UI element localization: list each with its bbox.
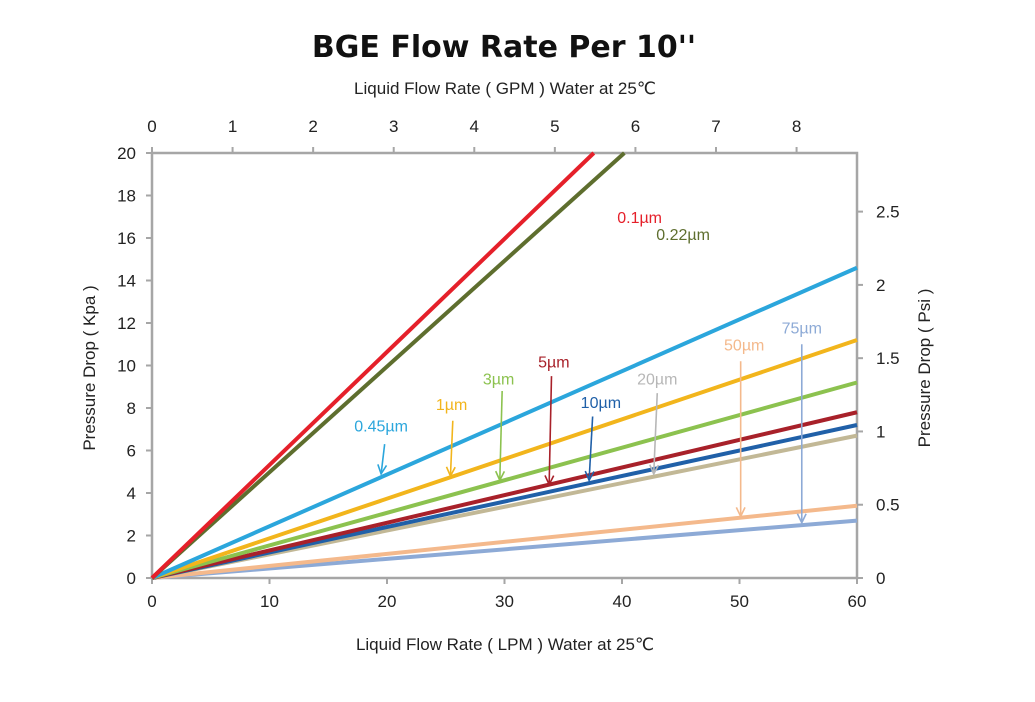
series-lines bbox=[150, 151, 858, 580]
x2-axis-title: Liquid Flow Rate ( GPM ) Water at 25℃ bbox=[354, 79, 656, 98]
y-tick-label: 2 bbox=[127, 527, 136, 546]
arrowhead-3m bbox=[494, 470, 506, 483]
x-tick-label: 30 bbox=[495, 592, 514, 611]
series-line-75m bbox=[151, 518, 858, 580]
x2-tick-label: 4 bbox=[470, 117, 479, 136]
y-tick-label: 20 bbox=[117, 144, 136, 163]
plot-frame bbox=[150, 151, 859, 580]
x2-tick-label: 5 bbox=[550, 117, 559, 136]
y-tick-label: 6 bbox=[127, 442, 136, 461]
arrowhead-10m bbox=[584, 470, 595, 483]
series-label-1m: 1µm bbox=[436, 397, 467, 414]
series-label-3m: 3µm bbox=[483, 372, 514, 389]
arrow-045m bbox=[380, 444, 386, 474]
y2-tick-label: 1 bbox=[876, 422, 885, 441]
series-line-022m bbox=[150, 151, 626, 580]
x2-tick-label: 0 bbox=[147, 117, 156, 136]
y2-axis-title: Pressure Drop ( Psi ) bbox=[915, 289, 934, 448]
series-label-045m: 0.45µm bbox=[354, 418, 408, 435]
arrowhead-75m bbox=[796, 513, 807, 525]
series-label-5m: 5µm bbox=[538, 355, 569, 372]
x-tick-label: 60 bbox=[848, 592, 867, 611]
y2-tick-label: 1.5 bbox=[876, 349, 900, 368]
series-label-01m: 0.1µm bbox=[617, 210, 662, 227]
x2-tick-label: 7 bbox=[711, 117, 720, 136]
y-tick-label: 4 bbox=[127, 484, 136, 503]
series-label-10m: 10µm bbox=[581, 395, 621, 412]
x2-tick-label: 6 bbox=[631, 117, 640, 136]
y2-tick-label: 2 bbox=[876, 276, 885, 295]
series-line-3m bbox=[151, 380, 858, 580]
series-line-045m bbox=[151, 265, 858, 580]
x-tick-label: 20 bbox=[378, 592, 397, 611]
y2-tick-label: 2.5 bbox=[876, 203, 900, 222]
series-label-022m: 0.22µm bbox=[656, 227, 710, 244]
x-axis-title: Liquid Flow Rate ( LPM ) Water at 25℃ bbox=[356, 635, 654, 654]
arrow-10m bbox=[588, 416, 594, 481]
arrow-20m bbox=[652, 393, 659, 474]
x-tick-label: 10 bbox=[260, 592, 279, 611]
series-label-75m: 75µm bbox=[782, 321, 822, 338]
series-line-01m bbox=[150, 151, 596, 580]
x2-tick-label: 8 bbox=[792, 117, 801, 136]
y-tick-label: 0 bbox=[127, 569, 136, 588]
arrowhead-5m bbox=[544, 475, 555, 487]
x2-tick-label: 1 bbox=[228, 117, 237, 136]
x-tick-label: 0 bbox=[147, 592, 156, 611]
y-tick-label: 14 bbox=[117, 272, 136, 291]
y-tick-label: 12 bbox=[117, 314, 136, 333]
y2-tick-label: 0.5 bbox=[876, 496, 900, 515]
y-axis-title: Pressure Drop ( Kpa ) bbox=[80, 285, 99, 450]
arrow-1m bbox=[449, 420, 454, 477]
x2-tick-label: 2 bbox=[308, 117, 317, 136]
x-tick-label: 50 bbox=[730, 592, 749, 611]
y2-tick-label: 0 bbox=[876, 569, 885, 588]
arrowhead-045m bbox=[377, 464, 388, 476]
arrow-5m bbox=[548, 376, 553, 485]
series-label-20m: 20µm bbox=[637, 372, 677, 389]
x2-tick-label: 3 bbox=[389, 117, 398, 136]
series-line-50m bbox=[151, 503, 858, 580]
arrowhead-50m bbox=[735, 507, 746, 519]
y-tick-label: 18 bbox=[117, 187, 136, 206]
series-line-10m bbox=[151, 423, 858, 580]
y-tick-label: 8 bbox=[127, 399, 136, 418]
chart-title: BGE Flow Rate Per 10'' bbox=[312, 30, 696, 65]
x-tick-label: 40 bbox=[613, 592, 632, 611]
series-label-50m: 50µm bbox=[724, 338, 764, 355]
y-tick-label: 16 bbox=[117, 229, 136, 248]
arrow-3m bbox=[499, 390, 503, 481]
arrowhead-20m bbox=[649, 464, 660, 476]
y-tick-label: 10 bbox=[117, 357, 136, 376]
series-line-1m bbox=[151, 338, 858, 580]
series-line-5m bbox=[151, 410, 858, 580]
arrowhead-1m bbox=[445, 466, 456, 478]
